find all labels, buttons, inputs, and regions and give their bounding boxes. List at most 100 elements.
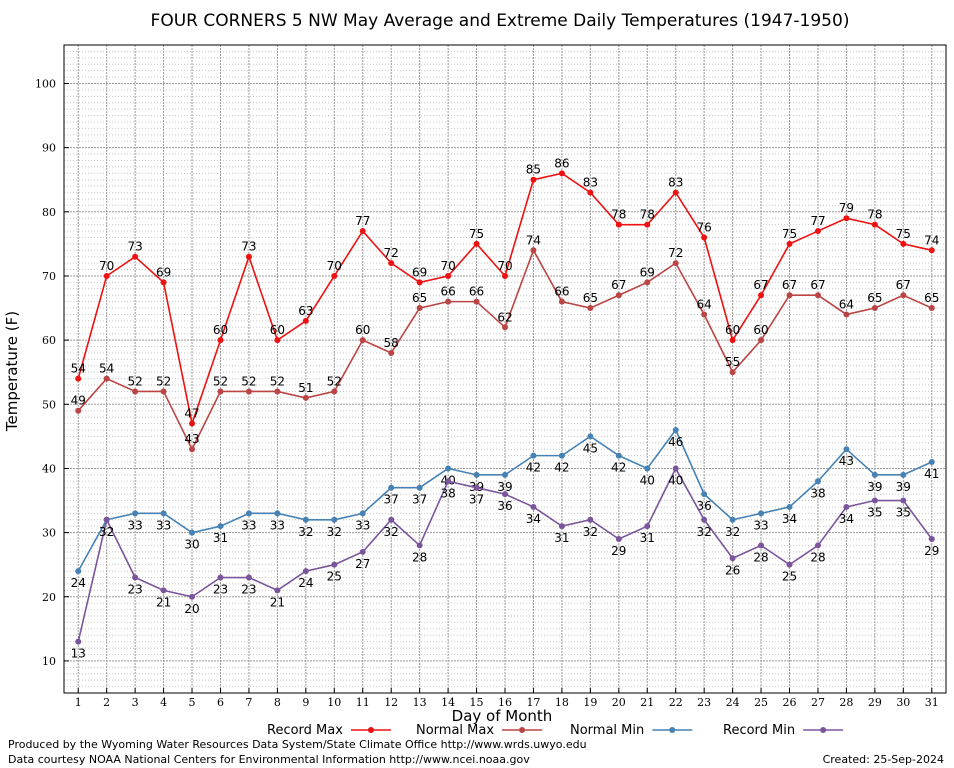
data-label: 38 [810,486,825,500]
data-label: 72 [668,246,683,260]
data-point [786,292,793,299]
x-tick-label: 20 [612,696,626,709]
data-label: 64 [697,297,712,311]
data-label: 66 [554,285,569,299]
data-label: 27 [355,557,370,571]
data-label: 69 [412,265,427,279]
data-point [729,337,736,344]
data-label: 78 [867,208,882,222]
x-tick-label: 24 [726,696,740,709]
data-point [274,510,281,517]
data-point [558,298,565,305]
x-tick-label: 25 [754,696,768,709]
x-tick-label: 18 [555,696,569,709]
data-point [928,305,935,312]
data-point [786,561,793,568]
data-label: 26 [725,563,740,577]
data-label: 75 [782,227,797,241]
legend-marker [820,727,827,733]
data-label: 37 [384,493,399,507]
data-label: 67 [896,278,911,292]
data-point [189,593,196,600]
data-point [445,272,452,279]
data-point [587,305,594,312]
x-tick-label: 26 [783,696,797,709]
series-record-max: 54 70 73 69 47 60 73 60 63 70 77 72 69 70 75 70 85 86 83 78… [71,156,939,427]
x-tick-label: 5 [189,696,196,709]
data-label: 28 [753,550,768,564]
data-label: 54 [99,362,114,376]
data-label: 75 [469,227,484,241]
data-label: 37 [412,493,427,507]
data-label: 34 [782,512,797,526]
data-point [416,484,423,491]
x-tick-label: 8 [274,696,281,709]
data-point [302,516,309,523]
data-label: 52 [156,374,171,388]
data-point [530,452,537,459]
data-point [473,471,480,478]
data-point [587,189,594,196]
data-point [103,375,110,382]
data-label: 33 [355,518,370,532]
data-label: 86 [554,156,569,170]
data-point [615,221,622,228]
data-point [871,221,878,228]
data-point [530,176,537,183]
data-point [843,446,850,453]
data-label: 29 [611,544,626,558]
data-point [928,247,935,254]
y-tick-label: 100 [35,77,56,90]
data-label: 43 [184,432,199,446]
footer-produced-by: Produced by the Wyoming Water Resources … [8,738,587,751]
data-point [758,292,765,299]
data-label: 79 [839,201,854,215]
data-point [558,523,565,530]
y-tick-label: 80 [42,206,56,219]
data-point [843,215,850,222]
data-label: 64 [839,297,854,311]
data-point [615,452,622,459]
x-tick-label: 11 [356,696,370,709]
series-record-min: 13 32 23 21 20 23 23 21 24 25 27 32 28 38 37 36 34 31 32 29… [71,465,939,661]
data-label: 36 [697,499,712,513]
x-tick-label: 31 [925,696,939,709]
data-point [302,394,309,401]
data-label: 23 [127,583,142,597]
data-label: 28 [810,550,825,564]
data-point [331,516,338,523]
data-point [245,574,252,581]
data-label: 73 [127,240,142,254]
x-tick-label: 3 [132,696,139,709]
data-point [160,279,167,286]
data-label: 23 [241,583,256,597]
footer-created-date: Created: 25-Sep-2024 [823,753,944,766]
data-point [245,253,252,260]
x-tick-label: 7 [245,696,252,709]
y-tick-label: 40 [42,462,56,475]
data-point [786,503,793,510]
legend-label: Record Max [267,723,343,738]
data-label: 33 [270,518,285,532]
data-label: 23 [213,583,228,597]
data-label: 36 [497,499,512,513]
data-point [871,305,878,312]
data-label: 32 [99,525,114,539]
data-label: 74 [924,233,939,247]
data-point [615,292,622,299]
data-point [302,317,309,324]
x-axis-label: Day of Month [452,707,553,725]
x-tick-label: 13 [413,696,427,709]
data-point [75,375,82,382]
data-point [900,240,907,247]
data-point [672,426,679,433]
legend-marker [669,727,676,733]
data-point [132,510,139,517]
data-point [814,542,821,549]
data-point [928,459,935,466]
data-point [359,548,366,555]
data-point [189,420,196,427]
y-tick-label: 10 [42,655,56,668]
data-point [843,311,850,318]
y-tick-label: 60 [42,334,56,347]
